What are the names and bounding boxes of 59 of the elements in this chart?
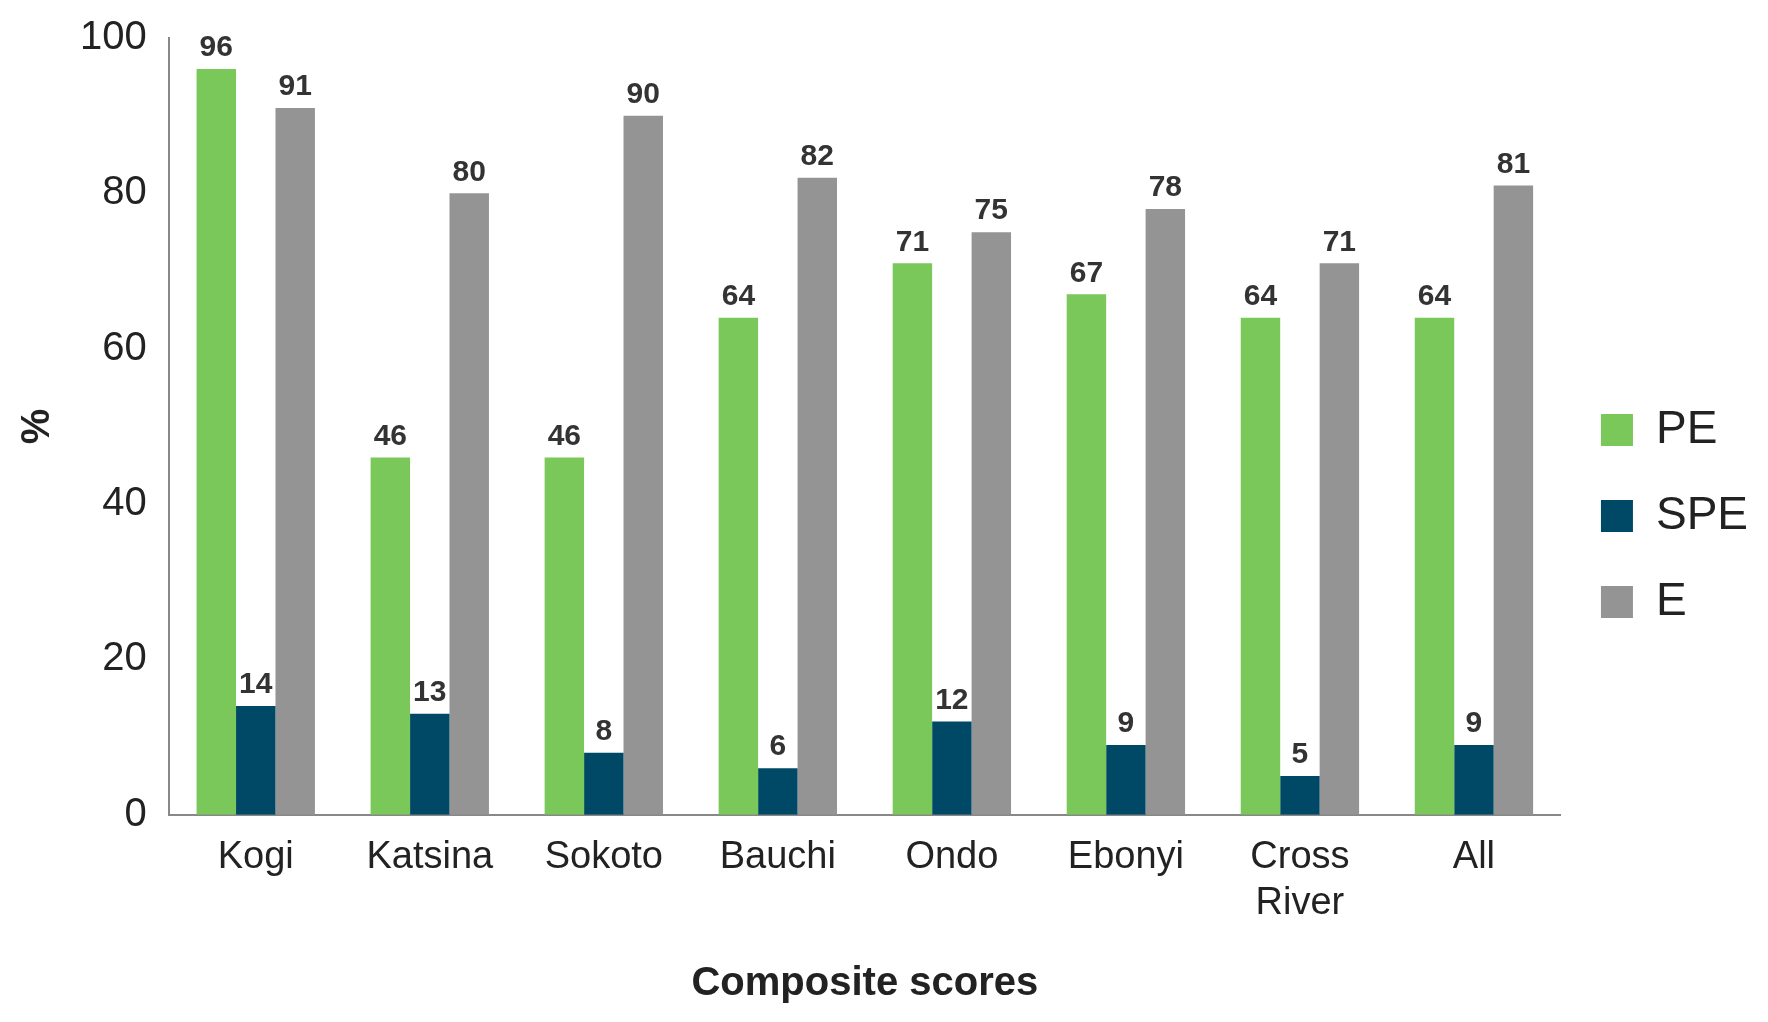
bar: [1454, 744, 1494, 815]
x-tick-label: All: [1452, 834, 1496, 877]
y-tick-label: 100: [79, 13, 147, 58]
x-tick-label: Bauchi: [719, 834, 836, 877]
bar: [584, 752, 624, 815]
data-label: 8: [595, 712, 613, 746]
data-label: 12: [935, 681, 969, 715]
x-tick-label: Sokoto: [544, 834, 663, 877]
y-tick-label: 40: [102, 479, 147, 524]
data-label: 46: [547, 417, 582, 451]
x-tick-label: Katsina: [366, 834, 495, 877]
bar: [370, 457, 411, 815]
y-axis-title: %: [13, 408, 58, 445]
data-label: 9: [1465, 705, 1483, 739]
x-axis-title: Composite scores: [691, 959, 1039, 1004]
legend-label: SPE: [1655, 486, 1748, 539]
data-label: 64: [721, 277, 756, 311]
y-tick-label: 80: [102, 168, 147, 213]
bar: [718, 317, 759, 815]
data-label: 96: [199, 29, 233, 63]
data-label: 71: [895, 223, 930, 257]
data-label: 82: [800, 138, 834, 172]
bar: [236, 706, 276, 815]
data-label: 6: [769, 728, 787, 762]
bar: [1240, 317, 1281, 815]
bar: [1414, 317, 1455, 815]
data-label: 13: [413, 674, 447, 708]
x-tick-label: Cross River: [1250, 834, 1350, 922]
y-tick-label: 0: [124, 789, 147, 834]
bar: [1106, 744, 1146, 815]
bar: [196, 69, 237, 815]
data-label: 71: [1322, 223, 1357, 257]
x-tick-label: Ondo: [905, 834, 999, 877]
data-label: 91: [278, 68, 312, 102]
bar: [544, 457, 585, 815]
data-label: 90: [626, 75, 660, 109]
x-tick-label: Ebonyi: [1067, 834, 1184, 877]
data-label: 64: [1243, 277, 1278, 311]
bar: [892, 263, 933, 815]
data-label: 14: [239, 666, 273, 700]
data-label: 78: [1148, 169, 1183, 203]
data-label: 75: [974, 192, 1008, 226]
data-label: 5: [1291, 736, 1309, 770]
data-label: 80: [452, 153, 486, 187]
bar: [410, 713, 450, 815]
bar: [758, 768, 798, 815]
data-label: 81: [1496, 145, 1531, 179]
y-tick-label: 20: [102, 634, 147, 679]
data-label: 46: [373, 417, 408, 451]
bar: [1066, 294, 1107, 815]
x-tick-label: Kogi: [217, 834, 294, 877]
legend-label: PE: [1655, 400, 1718, 453]
legend-label: E: [1655, 572, 1687, 625]
data-label: 67: [1069, 254, 1104, 288]
bar: [1280, 775, 1320, 815]
data-label: 64: [1417, 277, 1452, 311]
bar: [932, 721, 972, 815]
data-label: 9: [1117, 705, 1135, 739]
y-tick-label: 60: [102, 323, 147, 368]
